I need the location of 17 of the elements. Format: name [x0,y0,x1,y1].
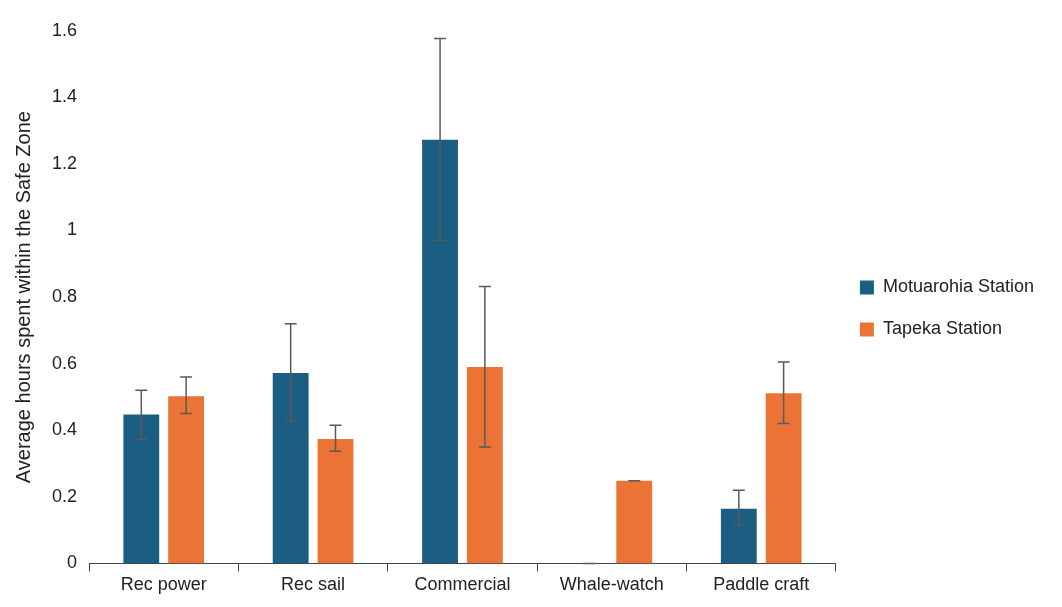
legend-label: Tapeka Station [882,318,1002,339]
y-tick-label: 0.4 [51,419,78,440]
y-tick-label: 0.2 [51,485,78,506]
x-tick-label: Whale-watch [559,574,664,595]
y-axis-title: Average hours spent within the Safe Zone [11,111,34,484]
y-tick-label: 0 [67,552,78,573]
y-tick-label: 1.6 [51,19,78,40]
x-tick-label: Commercial [414,574,511,595]
y-tick-label: 0.6 [51,352,78,373]
y-tick-label: 1.4 [51,86,78,107]
x-tick-label: Rec power [120,574,207,595]
legend-label: Motuarohia Station [882,276,1034,297]
y-tick-label: 0.8 [51,286,78,307]
x-tick-label: Rec sail [281,574,346,595]
x-tick-label: Paddle craft [713,574,810,595]
y-tick-label: 1.2 [51,152,78,173]
y-tick-label: 1 [67,219,78,240]
